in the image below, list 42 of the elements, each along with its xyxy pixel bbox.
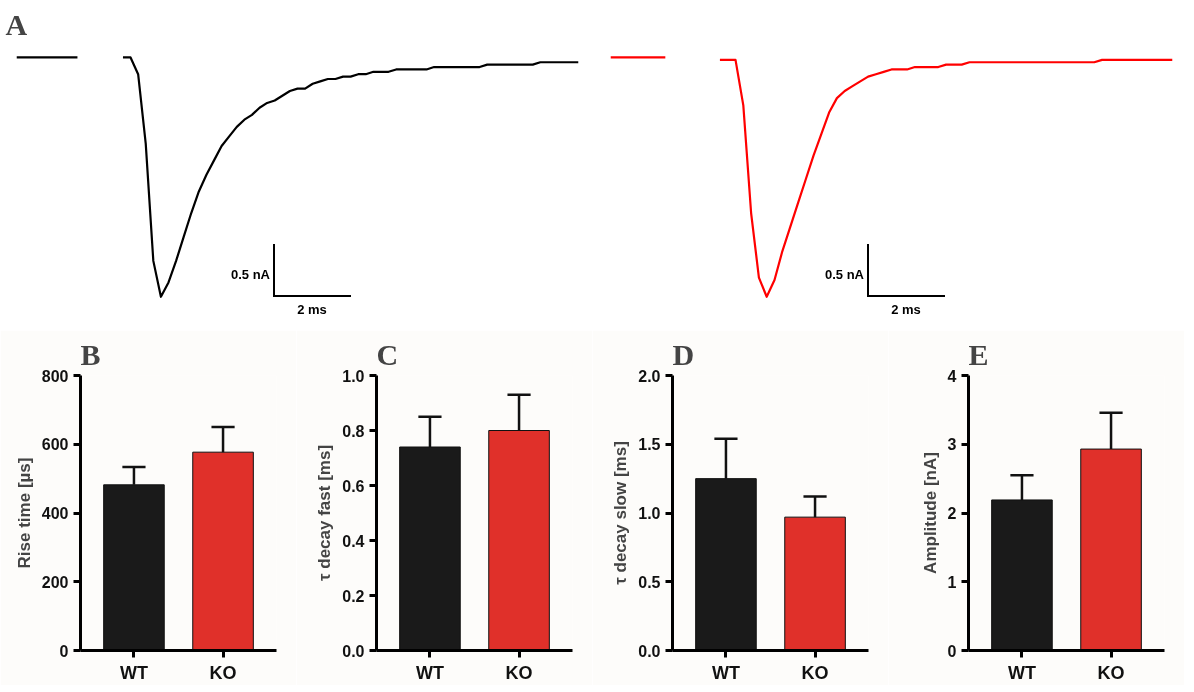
y-tick-label: 0.6 <box>342 477 365 495</box>
y-tick-label: 2 <box>947 505 957 522</box>
y-tick-label: 0.8 <box>342 422 365 440</box>
y-tick-label: 200 <box>41 573 69 591</box>
chart-title: B <box>80 337 101 371</box>
y-tick-label: 1.0 <box>638 505 661 522</box>
y-tick-label: 1 <box>947 573 957 591</box>
x-tick-label: WT <box>711 662 740 683</box>
y-tick-label: 600 <box>41 436 69 454</box>
chart-title: C <box>376 337 399 371</box>
y-tick-label: 0.4 <box>342 532 365 550</box>
chart-title: A <box>5 7 28 41</box>
y-tick-label: 1.0 <box>342 367 365 385</box>
y-axis-title: Amplitude [nA] <box>920 452 940 574</box>
y-tick-label: 400 <box>41 505 69 522</box>
chart-title: E <box>968 337 989 371</box>
annotation: 0.5 nA <box>824 267 864 282</box>
x-tick-label: KO <box>209 662 237 683</box>
y-axis-title: τ decay slow [ms] <box>611 441 631 585</box>
x-tick-label: WT <box>1007 662 1036 683</box>
x-tick-label: KO <box>1097 662 1125 683</box>
y-tick-label: 4 <box>947 367 957 385</box>
x-tick-label: WT <box>415 662 444 683</box>
y-tick-label: 0 <box>947 642 957 660</box>
x-tick-label: KO <box>505 662 533 683</box>
x-tick-label: KO <box>801 662 829 683</box>
y-tick-label: 800 <box>41 367 69 385</box>
y-tick-label: 0.5 <box>638 573 661 591</box>
y-tick-label: 3 <box>947 436 957 454</box>
chart-title: D <box>672 337 695 371</box>
y-axis-title: τ decay fast [ms] <box>315 444 335 582</box>
y-tick-label: 0.0 <box>342 642 365 660</box>
annotation: 0.5 nA <box>230 267 270 282</box>
y-tick-label: 0 <box>59 642 69 660</box>
text: 2 ms <box>297 302 327 317</box>
text: 2 ms <box>891 302 921 317</box>
y-tick-label: 0.0 <box>638 642 661 660</box>
x-tick-label: WT <box>119 662 148 683</box>
y-tick-label: 0.2 <box>342 587 365 605</box>
y-tick-label: 2.0 <box>638 367 661 385</box>
y-tick-label: 1.5 <box>638 436 661 454</box>
y-axis-title: Rise time [µs] <box>14 457 34 569</box>
